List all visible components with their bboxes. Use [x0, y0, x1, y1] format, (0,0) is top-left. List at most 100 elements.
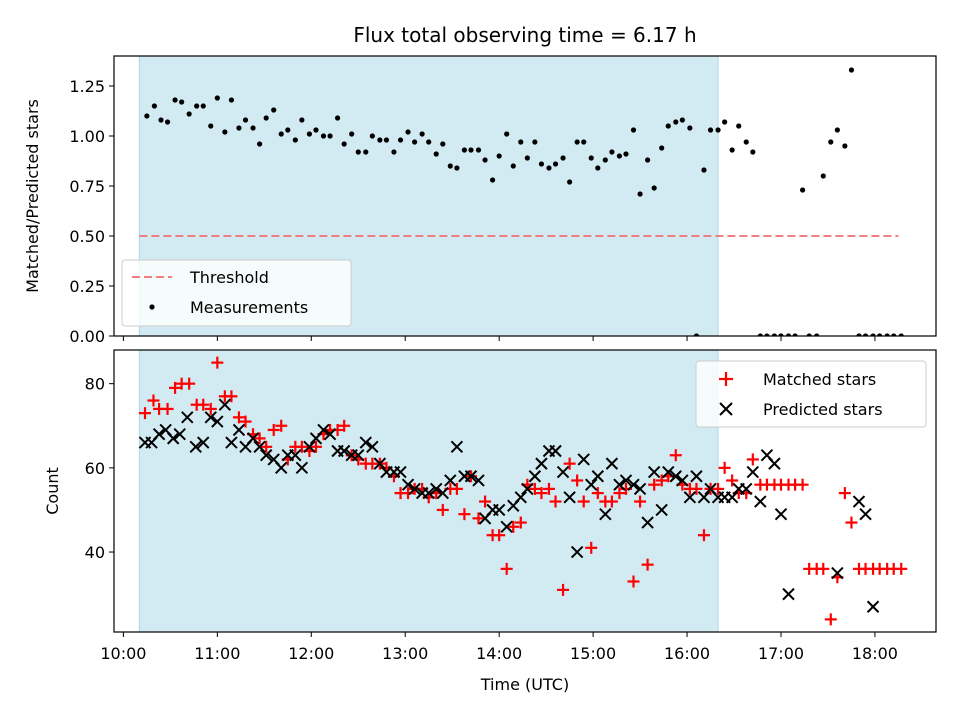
measurement-point	[200, 103, 206, 109]
measurement-point	[461, 147, 468, 153]
predicted-star-point	[422, 486, 435, 500]
matched-star-point	[295, 440, 308, 453]
measurement-point	[179, 99, 185, 105]
matched-star-point	[204, 402, 217, 415]
predicted-star-point	[655, 503, 668, 517]
measurement-point	[306, 131, 313, 137]
matched-star-point	[260, 440, 273, 453]
predicted-star-point	[591, 470, 605, 483]
measurement-point	[454, 165, 460, 171]
predicted-star-point	[373, 457, 387, 470]
top-x-ticks	[122, 336, 876, 341]
predicted-star-point	[181, 411, 194, 424]
predicted-star-point	[500, 520, 513, 533]
matched-star-point	[239, 415, 252, 428]
measurement-point	[848, 67, 855, 73]
predicted-star-point	[253, 440, 266, 454]
measurement-point	[644, 157, 651, 163]
measurement-point	[814, 333, 820, 336]
matched-star-point	[309, 440, 322, 453]
measurement-point	[349, 131, 355, 137]
measurement-point	[567, 179, 573, 185]
predicted-star-point	[204, 411, 217, 424]
predicted-star-point	[337, 444, 351, 458]
measurement-point	[546, 165, 552, 171]
measurement-point	[236, 125, 242, 131]
measurement-point	[552, 161, 559, 167]
predicted-star-point	[740, 482, 753, 496]
measurement-point	[278, 131, 284, 137]
predicted-star-point	[613, 478, 626, 491]
predicted-star-point	[633, 482, 647, 496]
measurement-point	[736, 123, 742, 129]
top-y-tick-label: 1.25	[69, 77, 105, 96]
predicted-star-point	[225, 436, 238, 449]
measurement-point	[158, 117, 164, 123]
measurement-point	[820, 173, 826, 179]
matched-star-point	[557, 583, 570, 596]
matched-star-point	[796, 478, 809, 491]
measurement-point	[397, 137, 404, 143]
predicted-star-point	[556, 465, 570, 479]
measurement-point	[263, 115, 269, 121]
measurement-point	[285, 127, 291, 133]
matched-star-point	[232, 411, 245, 424]
measurement-point	[623, 151, 629, 157]
predicted-star-point	[444, 474, 457, 487]
measurement-point	[877, 333, 883, 336]
predicted-star-point	[218, 398, 232, 411]
measurement-point	[538, 161, 545, 167]
measurement-point	[292, 137, 298, 143]
matched-star-point	[571, 474, 584, 487]
predicted-star-point	[619, 474, 633, 487]
matched-star-point	[542, 482, 555, 495]
predicted-star-point	[197, 436, 210, 449]
measurement-point	[581, 139, 587, 145]
predicted-star-point	[211, 415, 224, 428]
measurement-point	[891, 333, 897, 336]
measurement-point	[405, 129, 411, 135]
measurement-point	[433, 151, 439, 157]
measurement-point	[757, 333, 763, 336]
matched-star-point	[436, 503, 449, 516]
matched-star-point	[479, 495, 492, 508]
measurement-point	[785, 333, 792, 336]
predicted-star-point	[514, 491, 527, 504]
measurement-point	[602, 157, 608, 163]
matched-star-point	[585, 541, 598, 554]
measurement-point	[560, 155, 566, 161]
predicted-star-point	[641, 516, 654, 529]
measurement-point	[679, 117, 685, 123]
measurement-point	[693, 333, 700, 336]
matched-star-point	[139, 407, 152, 420]
matched-star-point	[648, 478, 661, 491]
matched-star-point	[549, 495, 562, 508]
predicted-star-point	[570, 545, 584, 559]
matched-star-point	[528, 482, 541, 495]
measurement-point	[729, 147, 735, 153]
predicted-star-point	[166, 432, 180, 445]
measurement-point	[687, 125, 693, 131]
measurement-point	[870, 333, 876, 336]
measurement-point	[489, 177, 496, 183]
chart-title: Flux total observing time = 6.17 h	[353, 23, 696, 47]
measurement-point	[419, 131, 425, 137]
matched-star-point	[563, 457, 576, 470]
measurement-point	[771, 333, 778, 336]
matched-star-point	[895, 562, 908, 575]
predicted-star-point	[394, 465, 407, 479]
matched-star-point	[746, 453, 759, 466]
x-tick-label: 11:00	[194, 644, 240, 663]
measurement-point	[898, 333, 904, 336]
predicted-star-point	[173, 427, 186, 441]
top-axes-frame	[113, 55, 937, 337]
top-y-tick-label: 0.25	[69, 277, 105, 296]
predicted-star-point	[782, 587, 795, 601]
measurement-point	[383, 137, 390, 143]
top-legend-box	[121, 259, 352, 327]
measurement-point	[637, 191, 643, 197]
measurement-point	[164, 119, 171, 125]
bottom-y-tick-label: 60	[85, 459, 105, 478]
measurement-point	[426, 139, 432, 145]
matched-star-point	[634, 495, 647, 508]
